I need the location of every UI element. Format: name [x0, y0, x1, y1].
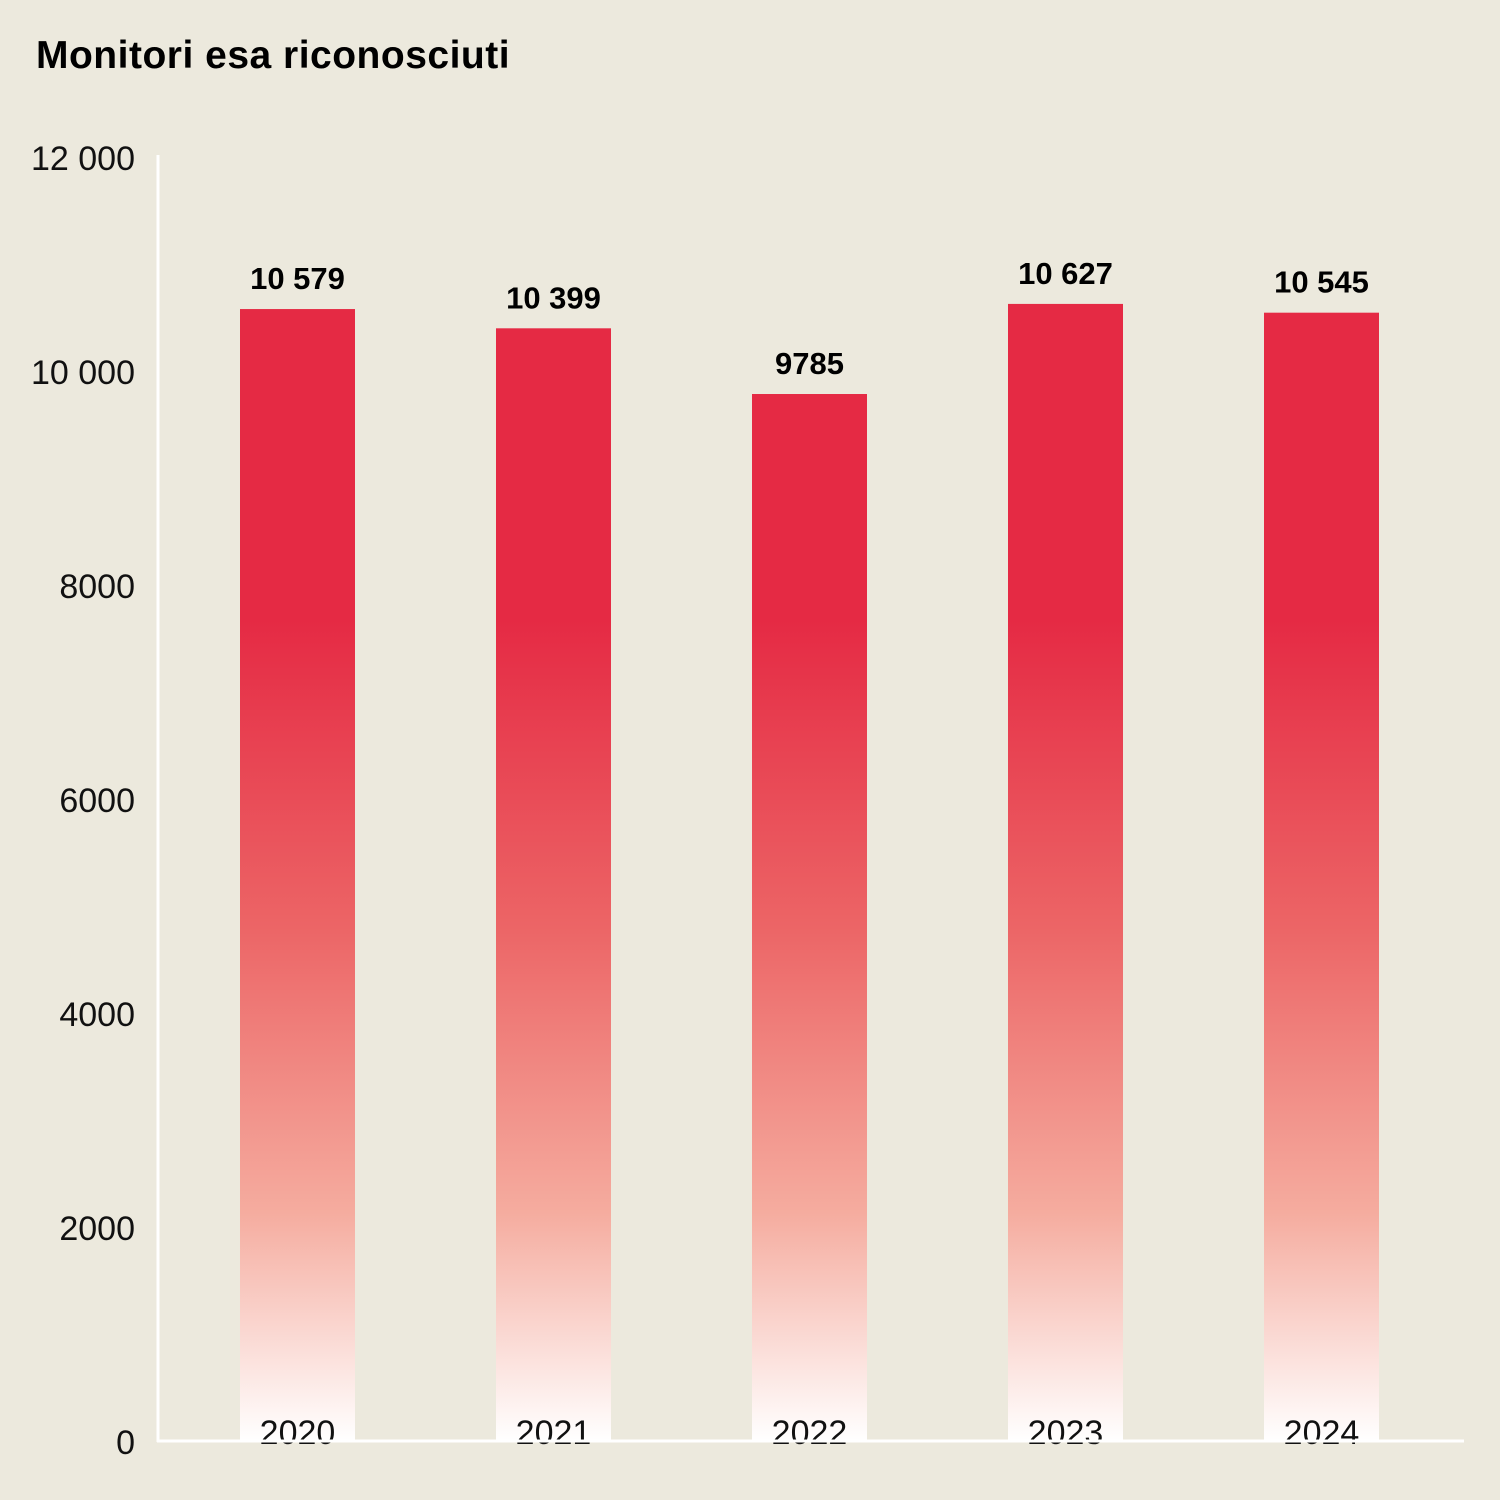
value-label: 10 627 [1018, 256, 1113, 291]
value-label: 10 545 [1274, 265, 1369, 300]
bar-2023 [1008, 303, 1123, 1441]
y-tick-label: 2000 [59, 1210, 135, 1248]
y-tick-label: 12 000 [31, 140, 135, 178]
y-tick-label: 4000 [59, 996, 135, 1034]
bar-2021 [496, 328, 611, 1441]
x-tick-label: 2023 [1028, 1414, 1104, 1452]
value-label: 10 579 [250, 261, 345, 296]
y-tick-label: 0 [116, 1424, 135, 1462]
y-tick-label: 8000 [59, 568, 135, 606]
bar-2022 [752, 394, 867, 1441]
x-tick-label: 2024 [1284, 1414, 1360, 1452]
x-tick-label: 2020 [260, 1414, 336, 1452]
value-label: 9785 [775, 346, 844, 381]
x-tick-label: 2022 [772, 1414, 848, 1452]
value-label: 10 399 [506, 280, 601, 315]
y-tick-label: 6000 [59, 782, 135, 820]
x-tick-label: 2021 [516, 1414, 592, 1452]
y-tick-label: 10 000 [31, 354, 135, 392]
bar-2024 [1264, 312, 1379, 1441]
bar-2020 [240, 309, 355, 1441]
chart-title: Monitori esa riconosciuti [36, 34, 511, 77]
